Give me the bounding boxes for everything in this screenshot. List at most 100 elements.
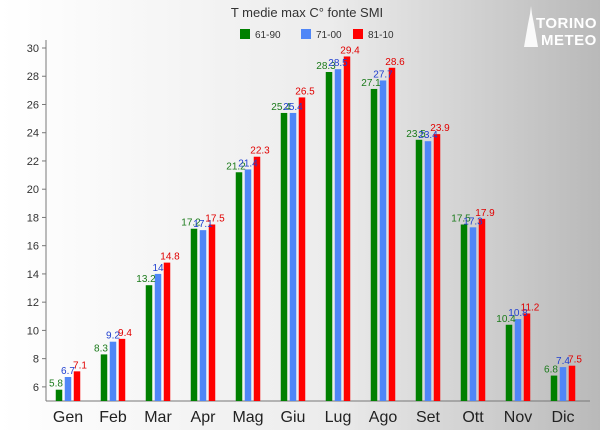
bar-61-90-Mar: [145, 285, 153, 401]
data-label-81-10: 26.5: [295, 86, 315, 97]
x-tick-label: Apr: [191, 409, 217, 426]
bar-81-10-Mag: [253, 156, 261, 401]
bar-81-10-Apr: [208, 224, 216, 401]
bar-71-00-Feb: [109, 341, 117, 401]
bar-71-00-Gen: [64, 376, 72, 401]
x-tick-label: Gen: [53, 409, 83, 426]
data-label-81-10: 23.9: [430, 123, 450, 134]
y-tick-label: 16: [27, 241, 39, 253]
legend-label-71-00: 71-00: [316, 30, 342, 41]
bar-81-10-Nov: [523, 313, 531, 401]
legend-swatch-71-00: [301, 29, 311, 39]
data-label-71-00: 23.4: [418, 130, 438, 141]
torino-meteo-logo: TORINO METEO: [524, 6, 597, 49]
legend-swatch-81-10: [353, 29, 363, 39]
data-label-81-10: 17.5: [205, 214, 225, 225]
data-label-71-00: 17.3: [463, 216, 483, 227]
data-label-61-90: 8.3: [94, 343, 108, 354]
bar-61-90-Giu: [280, 112, 288, 402]
y-tick-label: 20: [27, 184, 39, 196]
bar-61-90-Lug: [325, 72, 333, 401]
x-tick-label: Dic: [551, 409, 574, 426]
bar-61-90-Gen: [55, 389, 63, 401]
bar-81-10-Ott: [478, 218, 486, 401]
bar-81-10-Gen: [73, 371, 81, 401]
x-tick-label: Mag: [232, 409, 263, 426]
axes: [45, 40, 590, 402]
x-tick-label: Ago: [369, 409, 398, 426]
data-label-71-00: 28.5: [328, 58, 348, 69]
brand-name-bottom: METEO: [541, 32, 597, 49]
bar-81-10-Dic: [568, 365, 576, 401]
bar-81-10-Set: [433, 134, 441, 401]
brand-name-top: TORINO: [536, 15, 597, 32]
mole-antonelliana-icon: [524, 6, 538, 47]
y-tick-label: 10: [27, 325, 39, 337]
data-label-61-90: 10.4: [496, 314, 516, 325]
data-label-71-00: 7.4: [556, 356, 570, 367]
data-label-61-90: 23.5: [406, 129, 426, 140]
data-label-71-00: 10.8: [508, 308, 528, 319]
bar-71-00-Apr: [199, 230, 207, 401]
bar-71-00-Mag: [244, 169, 252, 401]
bar-81-10-Feb: [118, 338, 126, 401]
x-tick-label: Feb: [99, 409, 127, 426]
data-label-61-90: 6.8: [544, 365, 558, 376]
data-label-61-90: 25.4: [271, 102, 291, 113]
x-tick-label: Lug: [325, 409, 352, 426]
legend-swatch-61-90: [240, 29, 250, 39]
x-tick-label: Mar: [144, 409, 172, 426]
bar-61-90-Mag: [235, 172, 243, 401]
data-label-81-10: 28.6: [385, 57, 405, 68]
legend-label-81-10: 81-10: [368, 30, 394, 41]
bar-81-10-Ago: [388, 67, 396, 401]
bar-71-00-Nov: [514, 319, 522, 401]
x-tick-label: Ott: [462, 409, 484, 426]
y-axis-ticks: 6 8 10 12 14 16 18 20 22 24 26 28 30: [27, 43, 46, 394]
bar-81-10-Giu: [298, 97, 306, 402]
y-tick-label: 24: [27, 128, 39, 140]
bar-81-10-Lug: [343, 56, 351, 402]
data-label-71-00: 21.4: [238, 158, 258, 169]
data-label-61-90: 28.3: [316, 61, 336, 72]
data-label-61-90: 13.2: [136, 274, 156, 285]
bar-61-90-Nov: [505, 324, 513, 401]
data-label-71-00: 17.1: [193, 219, 213, 230]
bar-71-00-Ott: [469, 227, 477, 401]
bar-61-90-Apr: [190, 228, 198, 401]
data-label-71-00: 14: [152, 263, 164, 274]
bar-71-00-Set: [424, 141, 432, 401]
x-tick-label: Nov: [504, 409, 532, 426]
bar-61-90-Ott: [460, 224, 468, 401]
y-tick-label: 22: [27, 156, 39, 168]
y-tick-label: 6: [33, 382, 39, 394]
x-axis-labels: Gen Feb Mar Apr Mag Giu Lug Ago Set Ott Nov Dic: [53, 409, 575, 426]
data-label-81-10: 7.1: [73, 360, 87, 371]
y-tick-label: 12: [27, 297, 39, 309]
bar-71-00-Giu: [289, 112, 297, 402]
y-tick-label: 18: [27, 212, 39, 224]
bar-61-90-Dic: [550, 375, 558, 401]
data-label-61-90: 27.1: [361, 78, 381, 89]
bar-71-00-Lug: [334, 69, 342, 402]
data-label-71-00: 25.4: [283, 102, 303, 113]
bar-61-90-Set: [415, 139, 423, 401]
bar-81-10-Mar: [163, 262, 171, 401]
data-label-61-90: 17.2: [181, 218, 201, 229]
data-label-71-00: 9.2: [106, 331, 120, 342]
y-tick-label: 26: [27, 99, 39, 111]
data-label-81-10: 11.2: [521, 302, 540, 313]
bars: [55, 56, 576, 402]
bar-61-90-Feb: [100, 354, 108, 401]
data-label-81-10: 9.4: [118, 328, 132, 339]
x-tick-label: Giu: [281, 409, 306, 426]
data-label-81-10: 14.8: [160, 252, 180, 263]
y-tick-label: 8: [33, 354, 39, 366]
data-label-61-90: 17.5: [451, 214, 471, 225]
bar-61-90-Ago: [370, 88, 378, 401]
data-label-81-10: 7.5: [568, 355, 582, 366]
bar-71-00-Ago: [379, 80, 387, 401]
data-label-61-90: 21.2: [226, 161, 246, 172]
